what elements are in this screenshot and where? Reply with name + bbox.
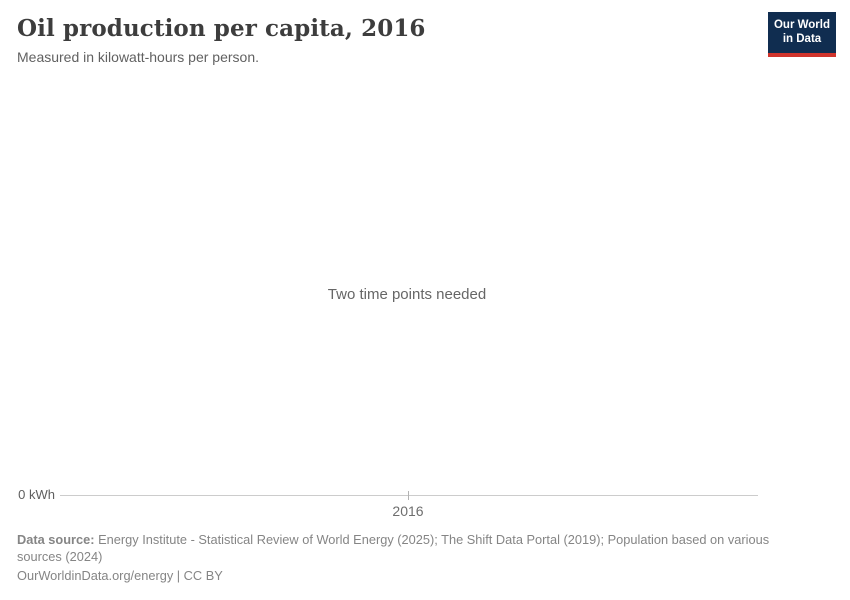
chart-footer: Data source: Energy Institute - Statisti… xyxy=(17,532,817,585)
logo-text-line1: Our World xyxy=(773,19,830,31)
x-axis-line xyxy=(60,495,758,496)
chart-title: Oil production per capita, 2016 xyxy=(17,15,426,42)
x-axis-tick-mark xyxy=(408,491,409,500)
data-source-text[interactable]: Energy Institute - Statistical Review of… xyxy=(17,532,770,564)
empty-state-message: Two time points needed xyxy=(327,286,487,303)
chart-header: Oil production per capita, 2016 Measured… xyxy=(17,15,750,65)
attribution-link[interactable]: OurWorldinData.org/energy | CC BY xyxy=(17,568,223,583)
y-axis-zero-label: 0 kWh xyxy=(18,487,55,502)
chart-subtitle: Measured in kilowatt-hours per person. xyxy=(17,48,260,65)
logo-text-line2: in Data xyxy=(782,32,822,45)
owid-logo[interactable]: Our World in Data xyxy=(768,12,836,57)
data-source-line: Data source: Energy Institute - Statisti… xyxy=(17,532,817,565)
x-axis-tick-label: 2016 xyxy=(392,503,424,519)
data-source-label: Data source: xyxy=(17,532,95,547)
